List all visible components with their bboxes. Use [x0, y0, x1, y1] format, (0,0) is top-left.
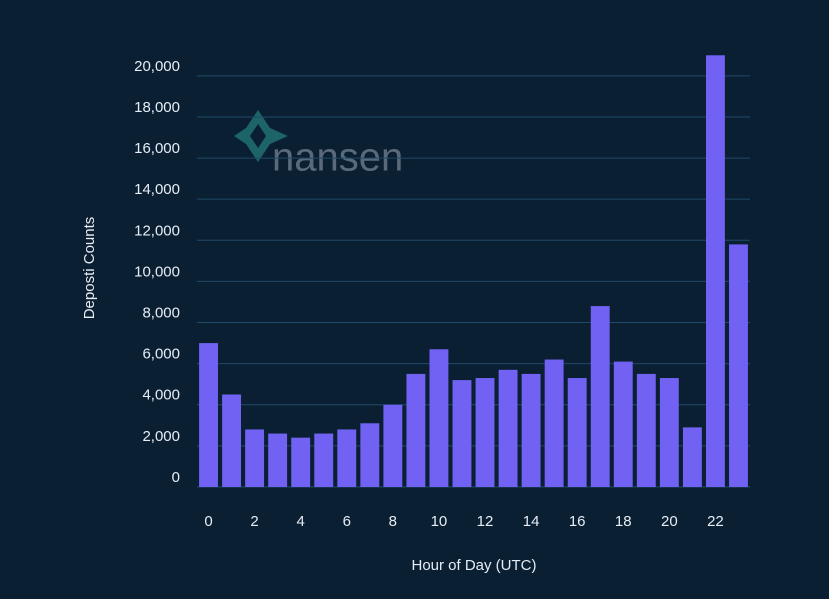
- bar: [498, 369, 518, 487]
- x-tick-label: 12: [477, 513, 494, 530]
- y-tick-label: 8,000: [142, 305, 180, 322]
- logo: [234, 110, 288, 162]
- bar: [475, 378, 495, 487]
- bar: [613, 361, 633, 487]
- bar: [245, 429, 265, 487]
- bar: [383, 404, 403, 487]
- x-axis-label: Hour of Day (UTC): [411, 557, 536, 574]
- x-tick-label: 22: [707, 513, 724, 530]
- y-tick-label: 6,000: [142, 346, 180, 363]
- bar: [590, 306, 610, 487]
- y-tick-label: 12,000: [134, 222, 180, 239]
- y-tick-label: 18,000: [134, 99, 180, 116]
- y-tick-label: 10,000: [134, 263, 180, 280]
- bar: [337, 429, 357, 487]
- x-tick-label: 0: [204, 513, 212, 530]
- y-axis-label: Deposti Counts: [81, 217, 98, 320]
- watermark: nansen: [272, 136, 403, 180]
- bar: [268, 433, 288, 487]
- bar: [521, 373, 541, 487]
- x-tick-label: 18: [615, 513, 632, 530]
- bar: [360, 423, 380, 487]
- x-tick-label: 8: [389, 513, 397, 530]
- x-tick-label: 10: [431, 513, 448, 530]
- bar: [429, 349, 449, 487]
- x-tick-label: 2: [250, 513, 258, 530]
- bar: [636, 373, 656, 487]
- x-tick-label: 4: [297, 513, 305, 530]
- x-tick-label: 16: [569, 513, 586, 530]
- bar: [544, 359, 564, 487]
- bar: [452, 380, 472, 487]
- x-tick-label: 20: [661, 513, 678, 530]
- bar: [314, 433, 334, 487]
- bar: [199, 343, 218, 487]
- bar: [222, 394, 242, 487]
- x-tick-label: 6: [343, 513, 351, 530]
- y-tick-label: 20,000: [134, 58, 180, 75]
- y-tick-label: 16,000: [134, 140, 180, 157]
- bar: [729, 244, 748, 487]
- bar: [567, 378, 587, 487]
- bar: [406, 373, 426, 487]
- bar: [659, 378, 679, 487]
- x-tick-label: 14: [523, 513, 540, 530]
- y-tick-label: 4,000: [142, 387, 180, 404]
- bar: [682, 427, 702, 487]
- y-tick-label: 14,000: [134, 181, 180, 198]
- y-tick-label: 0: [172, 469, 180, 486]
- y-tick-label: 2,000: [142, 428, 180, 445]
- bar: [291, 437, 311, 487]
- bar: [705, 55, 725, 488]
